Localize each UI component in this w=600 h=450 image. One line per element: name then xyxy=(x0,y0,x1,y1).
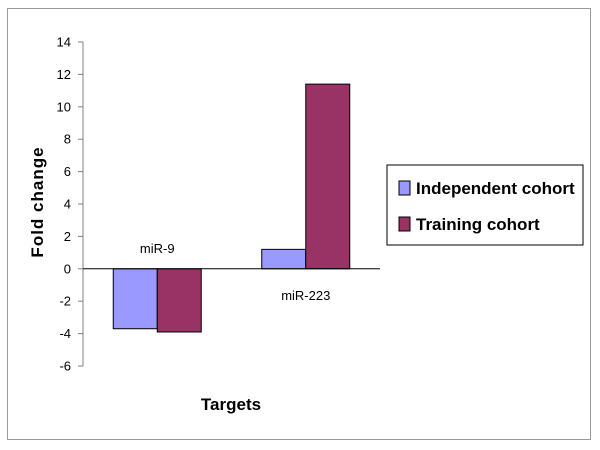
bar-independent-cohort-mir-223 xyxy=(261,248,307,270)
y-tick-label: 14 xyxy=(57,35,71,50)
y-tick-label: -2 xyxy=(59,294,71,309)
bar-independent-cohort-mir-9 xyxy=(112,268,158,330)
legend-swatch xyxy=(398,216,411,232)
y-tick-label: 10 xyxy=(57,99,71,114)
y-tick-label: 4 xyxy=(64,197,71,212)
legend-label: Training cohort xyxy=(416,215,540,234)
y-tick-label: 12 xyxy=(57,67,71,82)
legend-box xyxy=(386,164,584,246)
y-tick-label: 8 xyxy=(64,132,71,147)
bar-training-cohort-mir-9 xyxy=(156,268,202,333)
x-axis-title: Targets xyxy=(201,395,261,414)
y-axis-title: Fold change xyxy=(28,146,47,257)
legend: Independent cohort Training cohort xyxy=(386,164,584,246)
y-tick-label: -4 xyxy=(59,326,71,341)
legend-swatch xyxy=(398,180,411,196)
category-label: miR-223 xyxy=(281,288,330,303)
y-tick-label: 2 xyxy=(64,229,71,244)
category-label: miR-9 xyxy=(140,241,175,256)
y-tick-label: 6 xyxy=(64,164,71,179)
bar-training-cohort-mir-223 xyxy=(305,83,351,270)
y-ticks: 14 12 10 8 6 4 2 0 -2 -4 -6 xyxy=(57,35,83,374)
legend-label: Independent cohort xyxy=(416,179,575,198)
y-tick-label: -6 xyxy=(59,359,71,374)
category-labels: miR-9 miR-223 xyxy=(140,241,330,303)
y-tick-label: 0 xyxy=(64,261,71,276)
